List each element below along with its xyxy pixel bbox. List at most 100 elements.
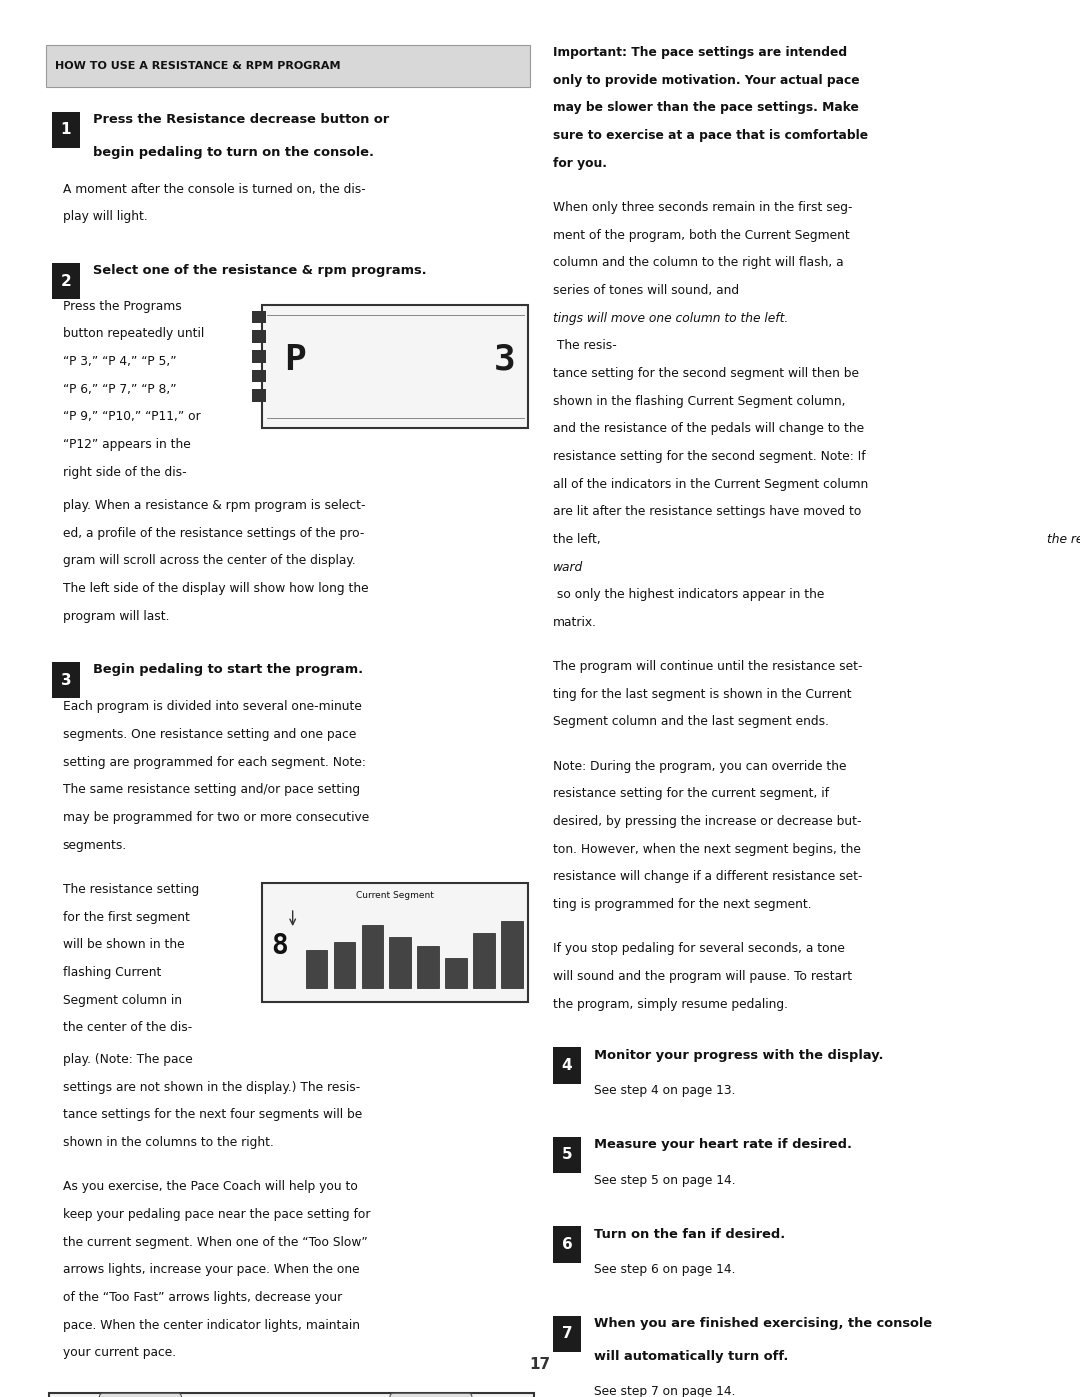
Text: 17: 17: [529, 1356, 551, 1372]
Text: The left side of the display will show how long the: The left side of the display will show h…: [63, 583, 368, 595]
Text: ed, a profile of the resistance settings of the pro-: ed, a profile of the resistance settings…: [63, 527, 364, 539]
Text: ting is programmed for the next segment.: ting is programmed for the next segment.: [553, 898, 811, 911]
Text: right side of the dis-: right side of the dis-: [63, 465, 186, 479]
Text: column and the column to the right will flash, a: column and the column to the right will …: [553, 256, 843, 270]
Text: flashing Current: flashing Current: [63, 965, 161, 979]
Text: See step 4 on page 13.: See step 4 on page 13.: [594, 1084, 735, 1097]
Text: “P 6,” “P 7,” “P 8,”: “P 6,” “P 7,” “P 8,”: [63, 383, 176, 395]
Text: tance settings for the next four segments will be: tance settings for the next four segment…: [63, 1108, 362, 1122]
Text: 3: 3: [494, 342, 515, 377]
Text: 3: 3: [60, 673, 71, 687]
Text: Monitor your progress with the display.: Monitor your progress with the display.: [594, 1049, 883, 1062]
Text: The program will continue until the resistance set-: The program will continue until the resi…: [553, 661, 863, 673]
Bar: [501, 921, 523, 988]
Text: “P 3,” “P 4,” “P 5,”: “P 3,” “P 4,” “P 5,”: [63, 355, 176, 367]
Text: Turn on the fan if desired.: Turn on the fan if desired.: [594, 1228, 785, 1241]
Bar: [252, 351, 266, 363]
Text: play. (Note: The pace: play. (Note: The pace: [63, 1053, 192, 1066]
Text: 5: 5: [562, 1147, 572, 1162]
Bar: [553, 1316, 581, 1352]
Text: 2: 2: [60, 274, 71, 289]
Text: are lit after the resistance settings have moved to: are lit after the resistance settings ha…: [553, 506, 862, 518]
Text: 4: 4: [562, 1058, 572, 1073]
Text: ting for the last segment is shown in the Current: ting for the last segment is shown in th…: [553, 687, 852, 701]
Bar: [553, 1048, 581, 1084]
Text: ton. However, when the next segment begins, the: ton. However, when the next segment begi…: [553, 842, 861, 856]
Text: the left,: the left,: [553, 532, 605, 546]
Text: See step 6 on page 14.: See step 6 on page 14.: [594, 1263, 735, 1275]
Text: setting are programmed for each segment. Note:: setting are programmed for each segment.…: [63, 756, 365, 768]
Text: Begin pedaling to start the program.: Begin pedaling to start the program.: [93, 664, 363, 676]
Bar: [262, 883, 528, 1002]
Text: “P12” appears in the: “P12” appears in the: [63, 439, 190, 451]
Bar: [553, 1227, 581, 1263]
Text: and the resistance of the pedals will change to the: and the resistance of the pedals will ch…: [553, 422, 864, 436]
Text: for the first segment: for the first segment: [63, 911, 189, 923]
Text: for you.: for you.: [553, 156, 607, 170]
Text: sure to exercise at a pace that is comfortable: sure to exercise at a pace that is comfo…: [553, 129, 868, 142]
Text: Segment column and the last segment ends.: Segment column and the last segment ends…: [553, 715, 829, 728]
Text: program will last.: program will last.: [63, 609, 170, 623]
Text: ment of the program, both the Current Segment: ment of the program, both the Current Se…: [553, 229, 850, 242]
Text: ward: ward: [553, 560, 583, 574]
Text: arrows lights, increase your pace. When the one: arrows lights, increase your pace. When …: [63, 1263, 360, 1277]
Text: tings will move one column to the left.: tings will move one column to the left.: [553, 312, 788, 324]
Text: shown in the flashing Current Segment column,: shown in the flashing Current Segment co…: [553, 394, 846, 408]
Bar: [306, 950, 327, 988]
Text: button repeatedly until: button repeatedly until: [63, 327, 204, 341]
Bar: [52, 112, 80, 148]
Text: A moment after the console is turned on, the dis-: A moment after the console is turned on,…: [63, 183, 365, 196]
Text: desired, by pressing the increase or decrease but-: desired, by pressing the increase or dec…: [553, 814, 862, 828]
Text: As you exercise, the Pace Coach will help you to: As you exercise, the Pace Coach will hel…: [63, 1180, 357, 1193]
Text: The same resistance setting and/or pace setting: The same resistance setting and/or pace …: [63, 784, 360, 796]
Text: “P 9,” “P10,” “P11,” or: “P 9,” “P10,” “P11,” or: [63, 411, 201, 423]
Text: Current Segment: Current Segment: [356, 891, 434, 900]
Text: play will light.: play will light.: [63, 211, 147, 224]
Text: When only three seconds remain in the first seg-: When only three seconds remain in the fi…: [553, 201, 852, 214]
Text: play. When a resistance & rpm program is select-: play. When a resistance & rpm program is…: [63, 499, 365, 511]
Text: so only the highest indicators appear in the: so only the highest indicators appear in…: [553, 588, 824, 601]
Bar: [553, 1137, 581, 1173]
Text: your current pace.: your current pace.: [63, 1347, 176, 1359]
Text: may be programmed for two or more consecutive: may be programmed for two or more consec…: [63, 810, 369, 824]
Text: 6: 6: [562, 1236, 572, 1252]
Text: The resistance setting: The resistance setting: [63, 883, 199, 895]
Text: segments.: segments.: [63, 838, 126, 852]
Text: resistance will change if a different resistance set-: resistance will change if a different re…: [553, 870, 863, 883]
Text: Each program is divided into several one-minute: Each program is divided into several one…: [63, 700, 362, 714]
Bar: [52, 662, 80, 698]
Bar: [362, 925, 383, 988]
Bar: [334, 942, 355, 988]
Text: Note: During the program, you can override the: Note: During the program, you can overri…: [553, 760, 847, 773]
Text: series of tones will sound, and: series of tones will sound, and: [553, 284, 743, 298]
Text: the center of the dis-: the center of the dis-: [63, 1021, 192, 1034]
Text: all of the indicators in the Current Segment column: all of the indicators in the Current Seg…: [553, 478, 868, 490]
Text: the program, simply resume pedaling.: the program, simply resume pedaling.: [553, 997, 788, 1010]
Text: will be shown in the: will be shown in the: [63, 939, 185, 951]
Text: matrix.: matrix.: [553, 616, 597, 629]
Text: settings are not shown in the display.) The resis-: settings are not shown in the display.) …: [63, 1081, 360, 1094]
Text: keep your pedaling pace near the pace setting for: keep your pedaling pace near the pace se…: [63, 1208, 370, 1221]
Text: The resis-: The resis-: [553, 339, 617, 352]
Text: the resistance settings may move down-: the resistance settings may move down-: [1048, 532, 1080, 546]
Text: See step 5 on page 14.: See step 5 on page 14.: [594, 1173, 735, 1186]
Text: the current segment. When one of the “Too Slow”: the current segment. When one of the “To…: [63, 1235, 367, 1249]
Text: of the “Too Fast” arrows lights, decrease your: of the “Too Fast” arrows lights, decreas…: [63, 1291, 342, 1303]
Text: may be slower than the pace settings. Make: may be slower than the pace settings. Ma…: [553, 102, 859, 115]
Bar: [417, 946, 438, 988]
Bar: [445, 958, 467, 988]
Text: Press the Resistance decrease button or: Press the Resistance decrease button or: [93, 113, 389, 126]
Text: resistance setting for the current segment, if: resistance setting for the current segme…: [553, 788, 829, 800]
Text: Important: The pace settings are intended: Important: The pace settings are intende…: [553, 46, 847, 59]
Text: shown in the columns to the right.: shown in the columns to the right.: [63, 1136, 273, 1148]
Bar: [252, 312, 266, 324]
Text: only to provide motivation. Your actual pace: only to provide motivation. Your actual …: [553, 74, 860, 87]
Text: will sound and the program will pause. To restart: will sound and the program will pause. T…: [553, 970, 852, 983]
Text: P: P: [284, 342, 306, 377]
FancyBboxPatch shape: [99, 1393, 181, 1397]
Bar: [52, 263, 80, 299]
Bar: [252, 390, 266, 402]
Bar: [252, 331, 266, 344]
Bar: [49, 1393, 534, 1397]
Text: When you are finished exercising, the console: When you are finished exercising, the co…: [594, 1317, 932, 1330]
